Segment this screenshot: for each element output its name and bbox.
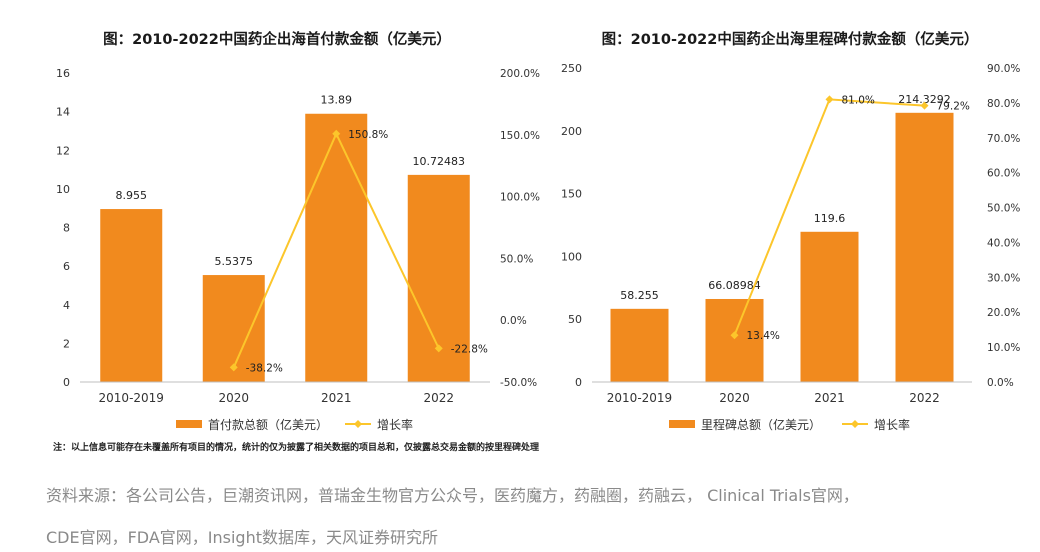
chart1-right-tick-label: 0.0%: [500, 315, 527, 327]
chart1-growth-point: [229, 363, 238, 372]
chart1-legend-line-marker: [354, 420, 362, 428]
chart-footnote: 注：以上信息可能存在未覆盖所有项目的情况，统计的仅为披露了相关数据的项目总和，仅…: [53, 443, 540, 453]
chart2-left-tick-label: 150: [561, 188, 582, 201]
chart1-growth-label: -22.8%: [451, 343, 488, 355]
chart1-left-tick-label: 6: [63, 260, 70, 273]
chart2-legend-bar-swatch: [669, 420, 695, 428]
chart2-right-tick-label: 60.0%: [987, 168, 1020, 180]
chart1-bar-value-label: 8.955: [116, 189, 148, 202]
chart2-growth-point: [825, 95, 834, 104]
chart2-growth-label: 81.0%: [842, 94, 875, 106]
chart2-right-tick-label: 50.0%: [987, 203, 1020, 215]
chart1-title: 图：2010-2022中国药企出海首付款金额（亿美元）: [103, 30, 451, 48]
chart1-left-tick-label: 16: [56, 67, 70, 80]
chart1-right-tick-label: 50.0%: [500, 253, 533, 265]
source-text-line-1: 资料来源：各公司公告，巨潮资讯网，普瑞金生物官方公众号，医药魔方，药融圈，药融云…: [46, 486, 859, 505]
chart1-right-tick-label: 100.0%: [500, 192, 540, 204]
chart1-category-label: 2010-2019: [99, 391, 164, 405]
chart1-growth-point: [434, 344, 443, 353]
chart1-left-tick-label: 10: [56, 183, 70, 196]
chart2-right-tick-label: 90.0%: [987, 63, 1020, 75]
chart2-bar: [610, 308, 669, 382]
source-text-line-2: CDE官网，FDA官网，Insight数据库，天风证券研究所: [46, 528, 439, 547]
chart1-growth-label: 150.8%: [348, 129, 388, 141]
chart2-right-tick-label: 70.0%: [987, 133, 1020, 145]
chart1-category-label: 2022: [423, 391, 454, 405]
chart1-legend-bar-label: 首付款总额（亿美元）: [208, 417, 328, 432]
chart1-category-label: 2020: [218, 391, 249, 405]
chart2-legend-bar-label: 里程碑总额（亿美元）: [701, 417, 821, 432]
chart2-growth-label: 13.4%: [747, 330, 780, 342]
chart1-legend-bar-swatch: [176, 420, 202, 428]
chart1-right-tick-label: 150.0%: [500, 130, 540, 142]
chart2-title: 图：2010-2022中国药企出海里程碑付款金额（亿美元）: [602, 30, 979, 48]
chart2-right-tick-label: 10.0%: [987, 342, 1020, 354]
chart2-category-label: 2020: [719, 391, 750, 405]
chart1-bar: [305, 113, 368, 382]
charts-canvas: 图：2010-2022中国药企出海首付款金额（亿美元） 0 2 4 6 8 10 12 14 16…: [56, 30, 1020, 432]
chart2-category-label: 2010-2019: [607, 391, 672, 405]
chart1-bar: [100, 209, 163, 382]
chart1-bar-value-label: 10.72483: [413, 155, 466, 168]
chart2-right-tick-label: 40.0%: [987, 237, 1020, 249]
chart1-growth-point: [332, 129, 341, 138]
chart2-growth-point: [920, 101, 929, 110]
chart2-bar-value-label: 214.3292: [898, 93, 951, 106]
chart1-left-tick-label: 14: [56, 106, 70, 119]
chart2-bar-value-label: 58.255: [620, 289, 659, 302]
chart2-growth-label: 79.2%: [937, 101, 970, 113]
chart2-growth-point: [730, 331, 739, 340]
chart2-left-tick-label: 50: [568, 313, 582, 326]
chart1-left-tick-label: 4: [63, 299, 70, 312]
chart1-left-tick-label: 2: [63, 337, 70, 350]
chart1-right-tick-label: 200.0%: [500, 68, 540, 80]
chart2-right-tick-label: 30.0%: [987, 272, 1020, 284]
chart2-right-tick-label: 20.0%: [987, 307, 1020, 319]
chart2-left-tick-label: 250: [561, 62, 582, 75]
chart1-bar-value-label: 13.89: [321, 94, 353, 107]
chart1-bar-value-label: 5.5375: [215, 255, 254, 268]
chart2-bar: [800, 231, 859, 382]
chart2-left-tick-label: 0: [575, 376, 582, 389]
chart2-left-tick-label: 200: [561, 125, 582, 138]
chart2-category-label: 2021: [814, 391, 845, 405]
chart1-left-tick-label: 12: [56, 144, 70, 157]
chart1-right-tick-label: -50.0%: [500, 377, 537, 389]
chart1-growth-label: -38.2%: [246, 362, 283, 374]
chart1-left-tick-label: 8: [63, 222, 70, 235]
chart2-left-tick-label: 100: [561, 250, 582, 263]
chart2-bar-value-label: 119.6: [814, 212, 846, 225]
chart1-category-label: 2021: [321, 391, 352, 405]
chart2-bar: [895, 112, 954, 383]
chart1-left-tick-label: 0: [63, 376, 70, 389]
chart2-right-tick-label: 80.0%: [987, 98, 1020, 110]
chart2-bar: [705, 298, 764, 382]
chart2-legend-line-marker: [851, 420, 859, 428]
chart2-bar-value-label: 66.08984: [708, 279, 761, 292]
chart1-legend-line-label: 增长率: [377, 417, 413, 432]
chart2-right-tick-label: 0.0%: [987, 377, 1014, 389]
chart2-legend-line-label: 增长率: [874, 417, 910, 432]
chart2-category-label: 2022: [909, 391, 940, 405]
